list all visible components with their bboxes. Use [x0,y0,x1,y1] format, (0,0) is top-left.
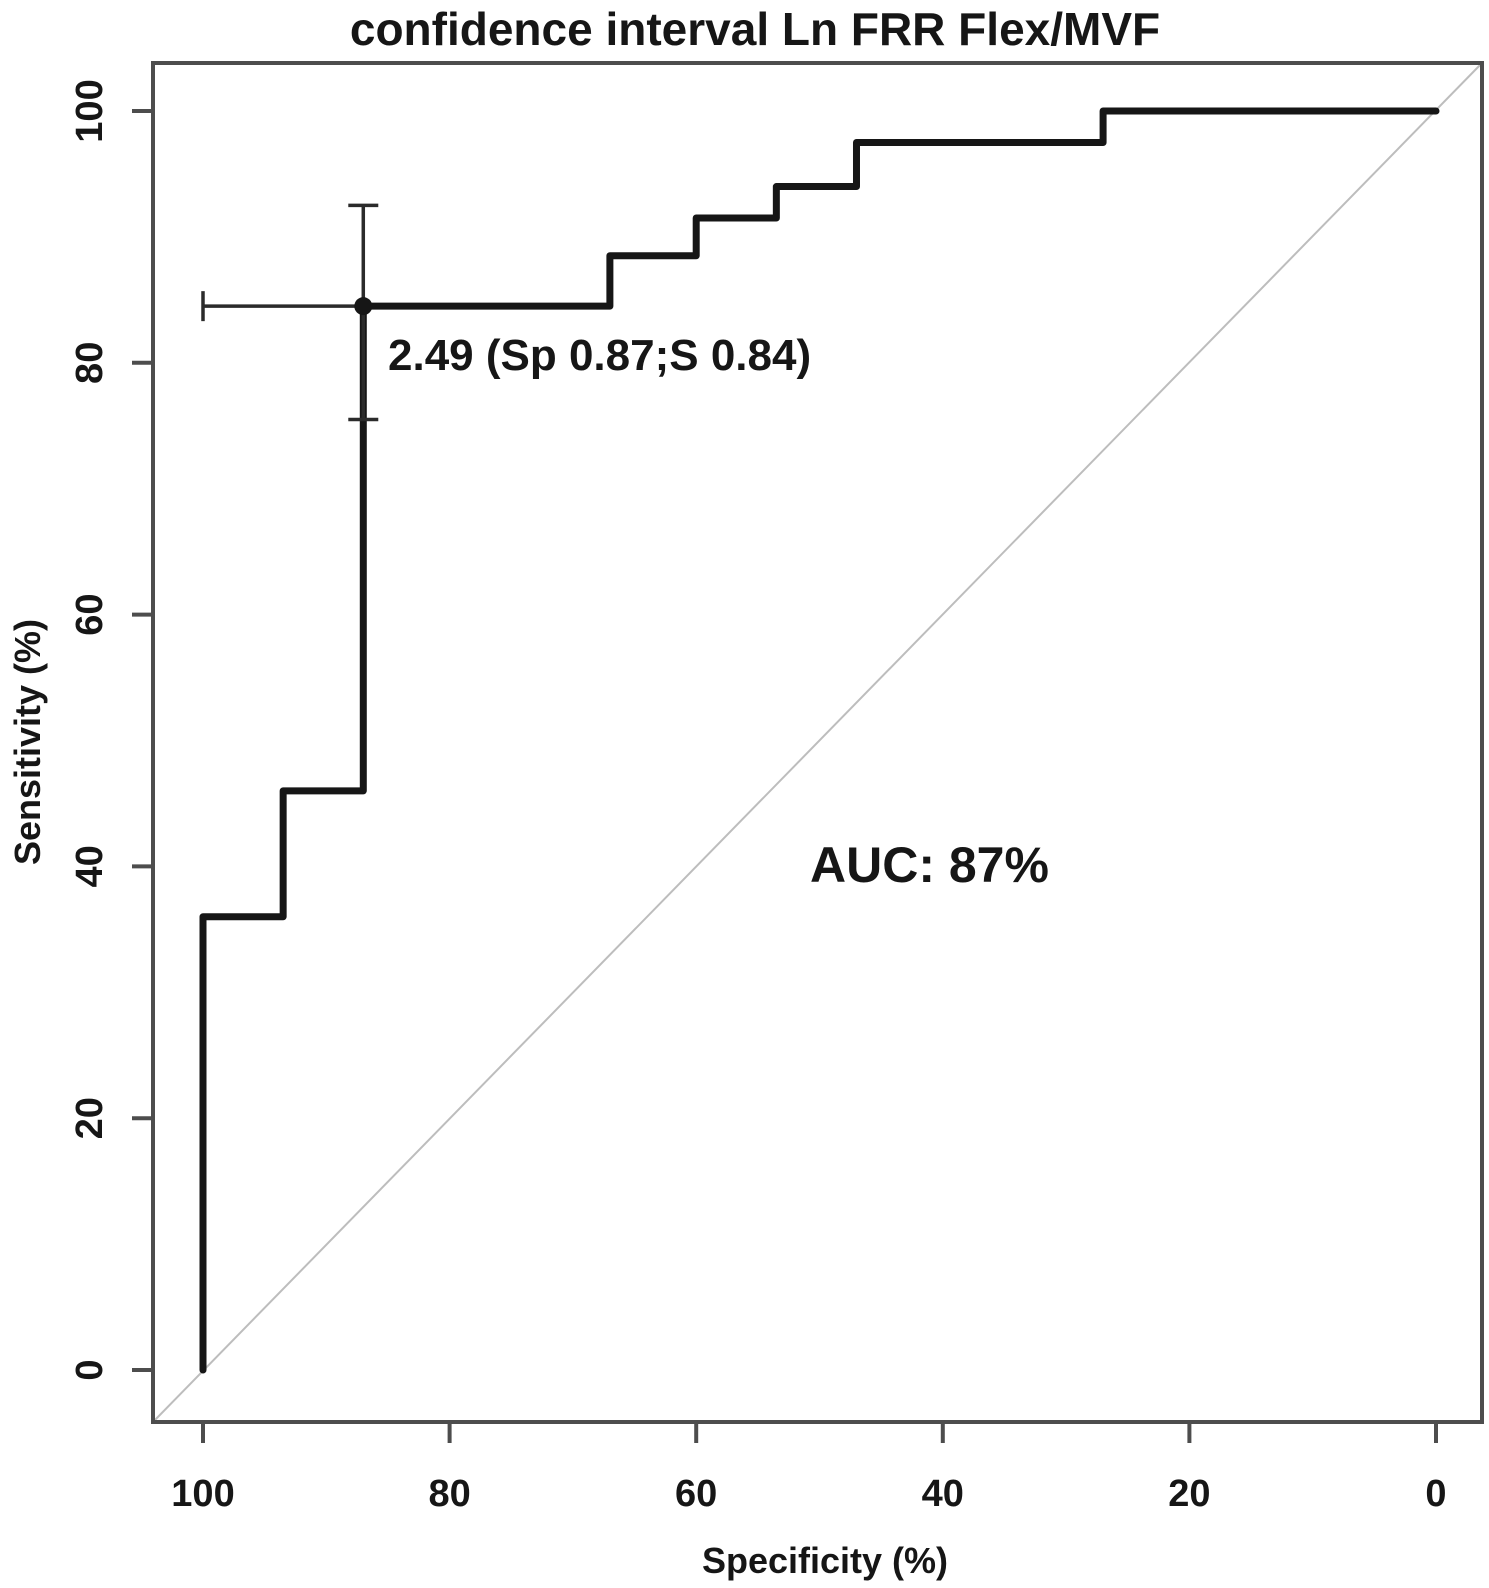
x-axis-title: Specificity (%) [702,1540,948,1581]
roc-curve [199,107,1440,1374]
y-tick-label: 0 [69,1359,111,1380]
chart-title: confidence interval Ln FRR Flex/MVF [350,3,1160,55]
y-axis-title: Sensitivity (%) [7,619,48,865]
x-tick-label: 100 [171,1473,234,1515]
y-tick-label: 80 [69,342,111,384]
chart-layer: 100 80 60 40 20 0 0 20 40 60 80 100 [69,61,1484,1515]
chance-diagonal-line [152,62,1483,1423]
x-tick-label: 40 [922,1473,964,1515]
x-tick-label: 20 [1168,1473,1210,1515]
x-tick-label: 80 [428,1473,470,1515]
operating-point-marker [354,297,373,316]
x-tick-label: 0 [1425,1473,1446,1515]
threshold-annotation: 2.49 (Sp 0.87;S 0.84) [388,331,811,380]
plot-border [151,61,1484,1424]
y-tick-label: 40 [69,845,111,887]
y-tick-label: 60 [69,593,111,635]
y-tick-label: 20 [69,1097,111,1139]
x-tick-label: 60 [675,1473,717,1515]
auc-annotation: AUC: 87% [810,837,1049,893]
y-tick-label: 100 [69,79,111,142]
